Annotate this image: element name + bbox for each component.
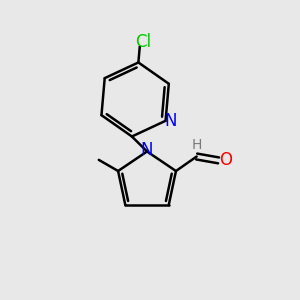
Text: Cl: Cl xyxy=(135,33,152,51)
Text: H: H xyxy=(191,138,202,152)
Text: O: O xyxy=(219,151,232,169)
Text: N: N xyxy=(165,112,177,130)
Text: N: N xyxy=(141,141,153,159)
